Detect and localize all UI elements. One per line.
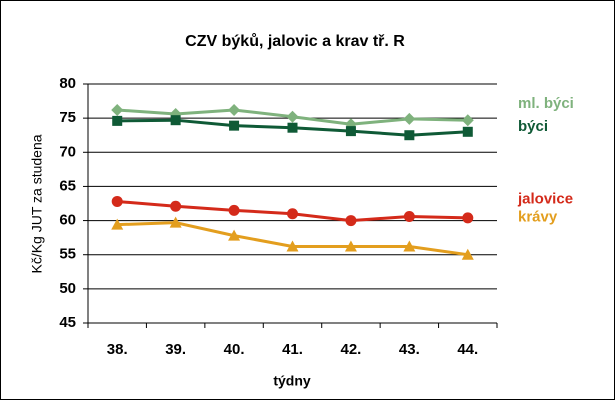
marker <box>462 126 473 137</box>
legend-label: jalovice <box>517 190 573 207</box>
y-axis-label: Kč/Kg JUT za studena <box>29 134 45 273</box>
x-tick-label: 44. <box>457 341 478 358</box>
marker <box>286 240 299 252</box>
marker <box>404 130 415 141</box>
y-tick-label: 65 <box>59 177 76 194</box>
y-tick-label: 60 <box>59 212 76 229</box>
marker <box>461 248 474 260</box>
x-tick-label: 42. <box>340 341 361 358</box>
marker <box>170 115 181 126</box>
marker <box>229 120 240 131</box>
x-tick-label: 41. <box>282 341 303 358</box>
marker <box>169 216 182 228</box>
marker <box>287 122 298 133</box>
marker <box>345 215 357 227</box>
marker <box>286 110 299 123</box>
x-tick-label: 40. <box>224 341 245 358</box>
marker <box>403 240 416 252</box>
y-tick-label: 55 <box>59 246 76 263</box>
marker <box>111 195 123 207</box>
marker <box>228 103 241 116</box>
marker <box>462 212 474 224</box>
y-tick-label: 80 <box>59 75 76 92</box>
marker <box>403 112 416 125</box>
marker <box>111 218 124 230</box>
marker <box>111 103 124 116</box>
marker <box>344 240 357 252</box>
x-tick-label: 39. <box>165 341 186 358</box>
marker <box>170 200 182 212</box>
marker <box>403 210 415 222</box>
marker <box>345 126 356 137</box>
y-tick-label: 45 <box>59 314 76 331</box>
y-tick-label: 50 <box>59 280 76 297</box>
marker <box>228 229 241 241</box>
legend-label: býci <box>518 118 548 135</box>
marker <box>461 114 474 127</box>
marker <box>112 115 123 126</box>
legend-label: ml. býci <box>518 95 574 112</box>
marker <box>228 204 240 216</box>
y-tick-label: 70 <box>59 143 76 160</box>
x-tick-label: 38. <box>107 341 128 358</box>
x-axis-label: týdny <box>273 373 311 389</box>
marker <box>287 208 298 220</box>
chart-title: CZV býků, jalovic a krav tř. R <box>185 33 405 50</box>
x-tick-label: 43. <box>399 341 420 358</box>
legend-label: krávy <box>518 209 558 226</box>
y-tick-label: 75 <box>59 109 76 126</box>
